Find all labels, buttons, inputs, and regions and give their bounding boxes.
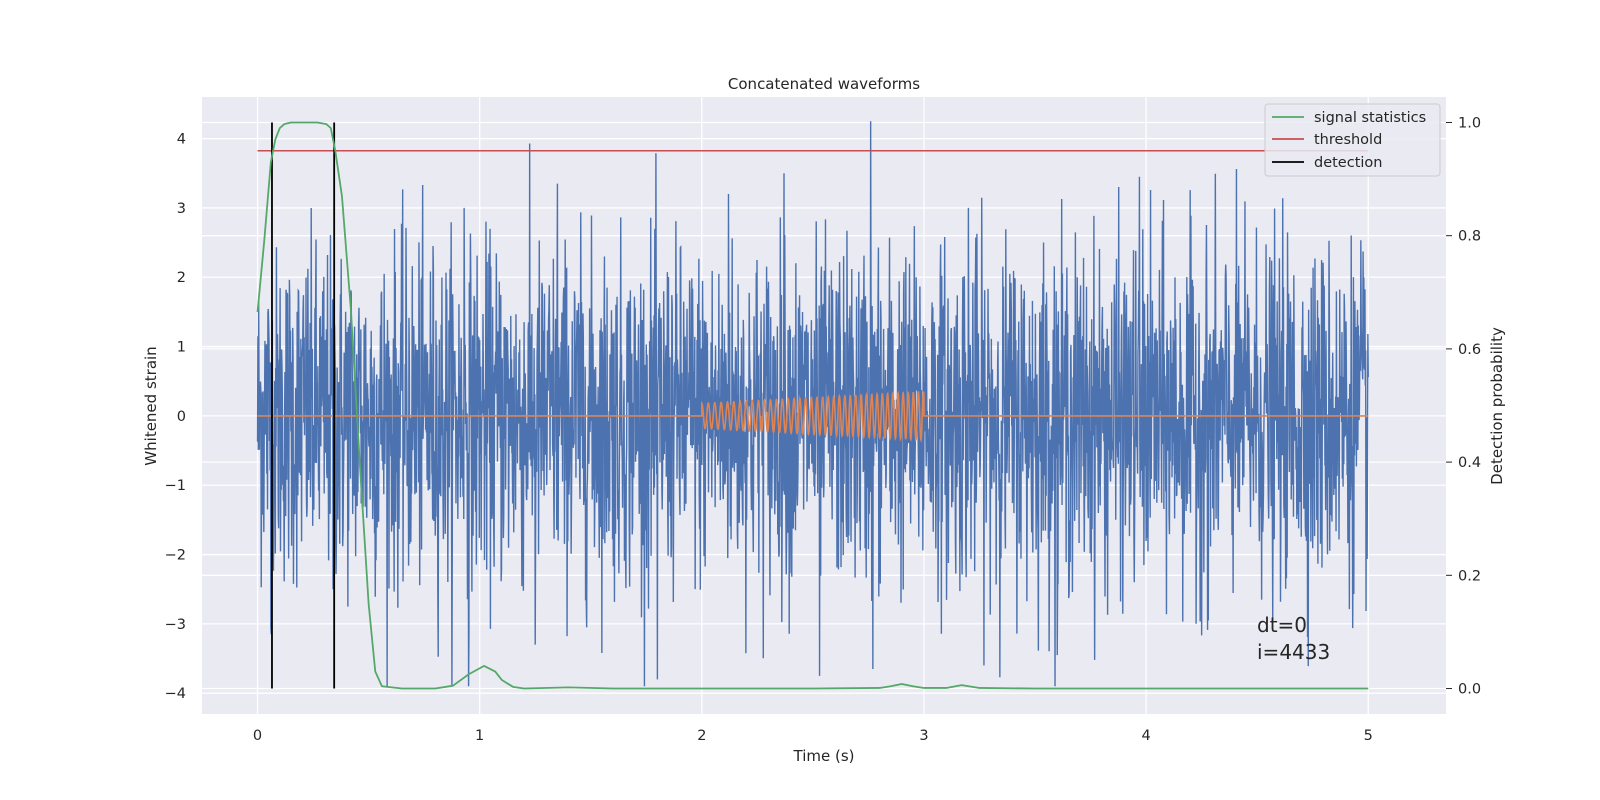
y2-tick-label: 0.6	[1458, 342, 1481, 358]
series-signal-statistics-line	[256, 121, 1369, 690]
legend-label-signal-statistics: signal statistics	[1314, 110, 1426, 126]
x-tick-label: 5	[1364, 728, 1373, 744]
legend: signal statistics threshold detection	[1264, 103, 1441, 177]
x-tick-label: 1	[475, 728, 484, 744]
y-tick-label: 1	[177, 340, 186, 356]
x-axis: 0 1 2 3 4 5	[253, 728, 1373, 744]
annotation-i: i=4433	[1257, 640, 1330, 664]
y2-tick-label: 0.0	[1458, 682, 1481, 698]
x-tick-label: 0	[253, 728, 262, 744]
legend-label-threshold: threshold	[1314, 132, 1382, 148]
y-tick-label: −4	[165, 686, 186, 702]
series-layer	[256, 121, 1369, 690]
y-tick-label: 3	[177, 201, 186, 217]
x-tick-label: 4	[1141, 728, 1150, 744]
y2-tick-label: 0.2	[1458, 568, 1481, 584]
y-tick-label: −1	[165, 478, 186, 494]
series-injection-line	[257, 390, 1369, 444]
y-tick-label: 0	[177, 409, 186, 425]
y-axis-label: Whitened strain	[142, 346, 160, 465]
y2-axis-label: Detection probability	[1488, 327, 1506, 485]
y-axis-left: −4 −3 −2 −1 0 1 2 3 4	[165, 132, 186, 703]
y-axis-right: 0.0 0.2 0.4 0.6 0.8 1.0	[1446, 115, 1481, 698]
y-tick-label: −2	[165, 548, 186, 564]
y2-tick-label: 0.8	[1458, 229, 1481, 245]
legend-box	[1264, 103, 1441, 177]
y-tick-label: −3	[165, 617, 186, 633]
y2-tick-label: 0.4	[1458, 455, 1481, 471]
chart-title: Concatenated waveforms	[728, 75, 920, 93]
x-tick-label: 3	[919, 728, 928, 744]
y-tick-label: 2	[177, 270, 186, 286]
y2-tick-label: 1.0	[1458, 115, 1481, 131]
x-axis-label: Time (s)	[793, 747, 855, 765]
legend-label-detection: detection	[1314, 155, 1382, 171]
annotation-dt: dt=0	[1257, 613, 1307, 637]
y-tick-label: 4	[177, 132, 186, 148]
x-tick-label: 2	[697, 728, 706, 744]
